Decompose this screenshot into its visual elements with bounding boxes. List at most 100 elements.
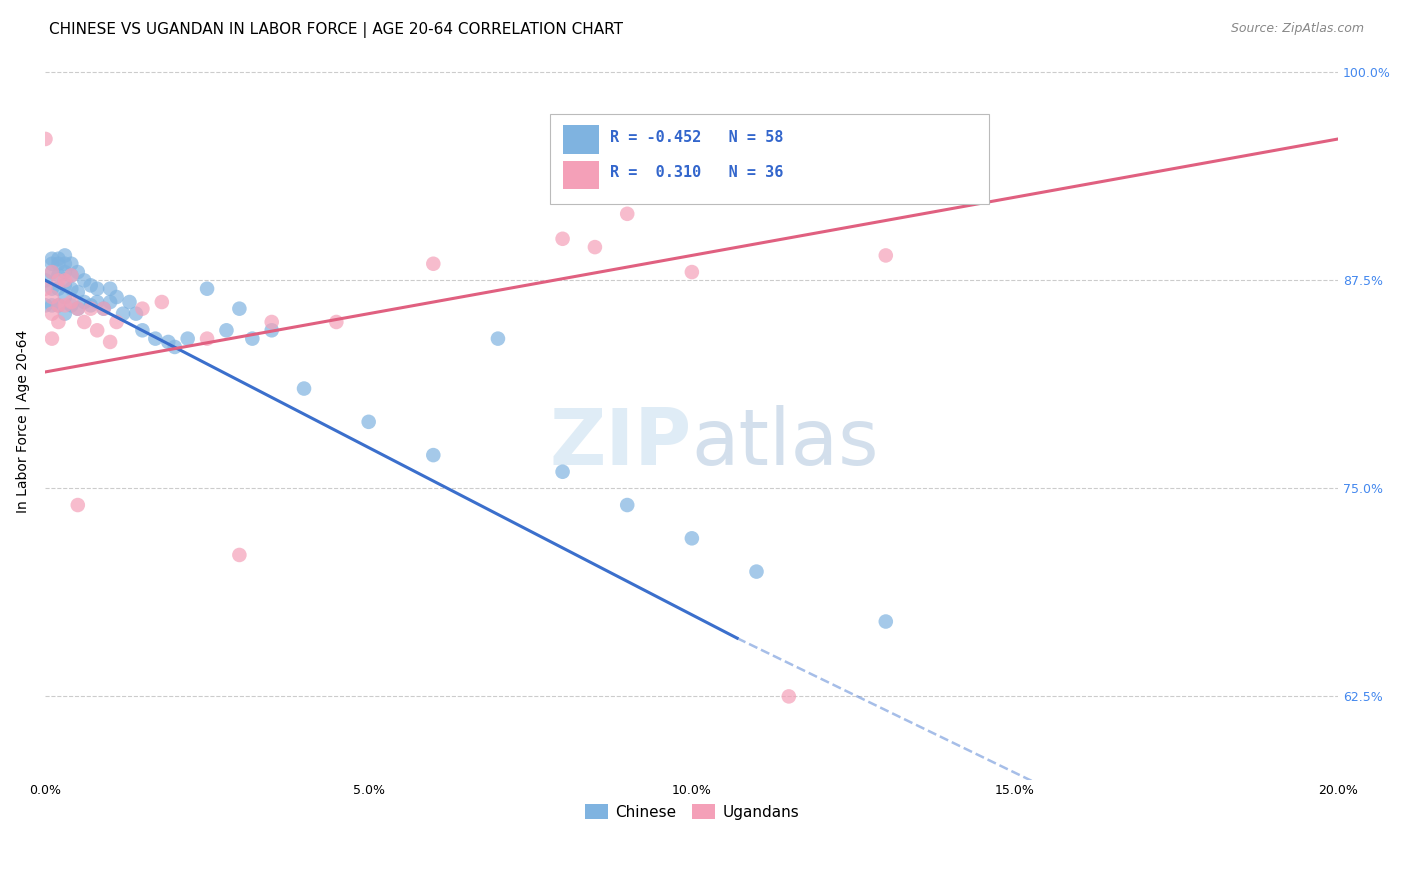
Point — [48, 252, 70, 266]
Point — [195, 332, 218, 346]
Text: R = -0.452   N = 58: R = -0.452 N = 58 — [610, 129, 783, 145]
Y-axis label: In Labor Force | Age 20-64: In Labor Force | Age 20-64 — [15, 330, 30, 514]
Point — [66, 301, 89, 316]
Point — [60, 298, 83, 312]
Point — [98, 282, 121, 296]
Point — [105, 315, 128, 329]
Point — [131, 301, 153, 316]
Point — [486, 332, 509, 346]
Point — [66, 301, 89, 316]
Text: atlas: atlas — [692, 405, 879, 482]
Point — [583, 240, 606, 254]
Point — [105, 290, 128, 304]
Point — [157, 334, 180, 349]
Point — [745, 565, 768, 579]
Point — [422, 257, 444, 271]
Point — [422, 448, 444, 462]
Point — [53, 273, 76, 287]
Point — [48, 282, 70, 296]
Point — [60, 257, 83, 271]
Point — [53, 265, 76, 279]
Point — [163, 340, 186, 354]
Point — [240, 332, 263, 346]
Point — [60, 295, 83, 310]
Point — [228, 301, 250, 316]
Point — [41, 257, 63, 271]
Point — [34, 282, 56, 296]
Point — [616, 498, 638, 512]
FancyBboxPatch shape — [562, 161, 599, 189]
Point — [118, 295, 141, 310]
Point — [260, 315, 283, 329]
Point — [292, 382, 315, 396]
Text: CHINESE VS UGANDAN IN LABOR FORCE | AGE 20-64 CORRELATION CHART: CHINESE VS UGANDAN IN LABOR FORCE | AGE … — [49, 22, 623, 38]
Point — [60, 268, 83, 283]
Text: R =  0.310   N = 36: R = 0.310 N = 36 — [610, 165, 783, 180]
Point — [681, 265, 703, 279]
Point — [73, 315, 96, 329]
Point — [34, 273, 56, 287]
Point — [875, 248, 897, 262]
Point — [131, 323, 153, 337]
Point — [810, 182, 832, 196]
Point — [93, 301, 115, 316]
Point — [551, 232, 574, 246]
Point — [41, 290, 63, 304]
Point — [616, 830, 638, 845]
Point — [48, 257, 70, 271]
Point — [260, 323, 283, 337]
Point — [98, 295, 121, 310]
Point — [53, 278, 76, 293]
Point — [778, 690, 800, 704]
Point — [215, 323, 238, 337]
Point — [357, 415, 380, 429]
Point — [551, 465, 574, 479]
Point — [41, 298, 63, 312]
Point — [60, 268, 83, 283]
Point — [48, 315, 70, 329]
Point — [86, 323, 108, 337]
Point — [34, 298, 56, 312]
Point — [53, 298, 76, 312]
Point — [875, 165, 897, 179]
Point — [80, 298, 103, 312]
Point — [93, 301, 115, 316]
Legend: Chinese, Ugandans: Chinese, Ugandans — [579, 797, 806, 826]
Point — [98, 334, 121, 349]
FancyBboxPatch shape — [562, 125, 599, 153]
Point — [73, 273, 96, 287]
Point — [41, 252, 63, 266]
Point — [66, 265, 89, 279]
FancyBboxPatch shape — [550, 114, 990, 203]
Text: Source: ZipAtlas.com: Source: ZipAtlas.com — [1230, 22, 1364, 36]
Point — [195, 282, 218, 296]
Point — [53, 248, 76, 262]
Point — [53, 290, 76, 304]
Point — [86, 282, 108, 296]
Point — [48, 273, 70, 287]
Text: ZIP: ZIP — [550, 405, 692, 482]
Point — [60, 282, 83, 296]
Point — [41, 265, 63, 279]
Point — [150, 295, 173, 310]
Point — [41, 332, 63, 346]
Point — [228, 548, 250, 562]
Point — [48, 298, 70, 312]
Point — [48, 298, 70, 312]
Point — [66, 285, 89, 299]
Point — [143, 332, 166, 346]
Point — [681, 531, 703, 545]
Point — [875, 615, 897, 629]
Point — [41, 307, 63, 321]
Point — [53, 307, 76, 321]
Point — [86, 295, 108, 310]
Point — [80, 301, 103, 316]
Point — [48, 268, 70, 283]
Point — [66, 498, 89, 512]
Point — [41, 265, 63, 279]
Point — [34, 132, 56, 146]
Point — [616, 207, 638, 221]
Point — [41, 282, 63, 296]
Point — [112, 307, 135, 321]
Point — [176, 332, 198, 346]
